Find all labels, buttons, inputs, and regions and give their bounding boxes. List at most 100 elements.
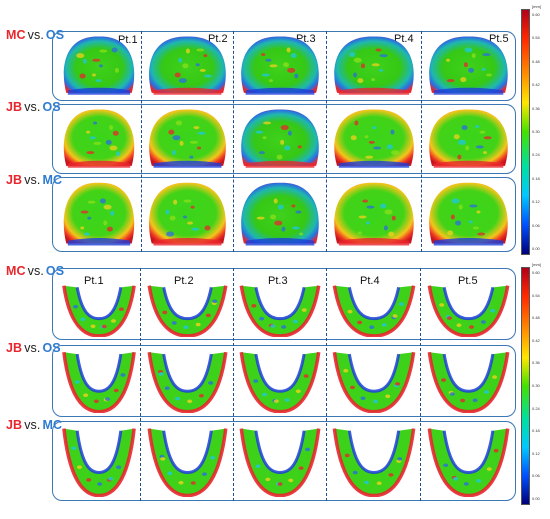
mandibular-deviation-map: [147, 428, 228, 497]
mandibular-deviation-map: [62, 428, 136, 497]
row-label-model-a: JB: [6, 100, 23, 114]
row-label-model-b: OS: [45, 28, 65, 42]
row-label-model-b: MC: [42, 173, 63, 187]
column-divider: [421, 31, 422, 252]
mandibular-deviation-map: [62, 351, 136, 413]
maxillary-deviation-map: [429, 109, 508, 168]
colorbar-tick-label: 0.24: [532, 152, 540, 158]
colorbar-tick-label: 0.48: [532, 58, 540, 64]
colorbar-tick-label: 0.30: [532, 383, 540, 388]
mandibular-deviation-map: [332, 285, 416, 337]
maxillary-deviation-map: [241, 109, 319, 168]
patient-label-4: Pt.4: [394, 33, 414, 45]
row-label-vs: vs.: [24, 173, 41, 187]
colorbar-mandibular: [521, 267, 530, 505]
mandibular-deviation-map: [332, 428, 416, 497]
maxillary-deviation-map: [334, 182, 414, 246]
mandibular-deviation-map: [147, 351, 228, 413]
colorbar-tick-label: 0.48: [532, 315, 540, 321]
colorbar-tick-label: 0.42: [532, 82, 540, 88]
row-label-mc-vs-os: MC vs. OS: [6, 264, 64, 278]
row-label-mc-vs-os: MC vs. OS: [6, 28, 64, 42]
maxillary-deviation-map: [63, 109, 135, 168]
patient-label-2: Pt.2: [208, 33, 228, 45]
colorbar-tick-label: 0.18: [532, 175, 540, 181]
row-frame-jb-vs-os-mandibular: [52, 345, 516, 417]
row-label-vs: vs.: [27, 28, 44, 42]
patient-label-1: Pt.1: [84, 275, 104, 287]
patient-label-5: Pt.5: [489, 33, 509, 45]
maxillary-deviation-map: [334, 109, 414, 168]
colorbar-unit: [mm]: [532, 4, 541, 9]
patient-label-2: Pt.2: [174, 275, 194, 287]
row-label-model-a: MC: [6, 264, 26, 278]
colorbar-unit: [mm]: [532, 262, 541, 267]
maxillary-deviation-map: [63, 36, 135, 95]
row-label-model-a: JB: [6, 173, 23, 187]
colorbar-tick-label: 0.18: [532, 428, 540, 434]
patient-label-1: Pt.1: [118, 34, 138, 46]
row-label-model-a: JB: [6, 418, 23, 432]
mandibular-deviation-map: [239, 351, 321, 413]
row-label-model-a: JB: [6, 341, 23, 355]
mandibular-deviation-map: [427, 351, 510, 413]
row-label-jb-vs-os: JB vs. OS: [6, 341, 61, 355]
row-label-model-b: MC: [42, 418, 63, 432]
colorbar-tick-label: 0.60: [532, 270, 540, 275]
patient-label-5: Pt.5: [458, 275, 478, 287]
row-label-jb-vs-mc: JB vs. MC: [6, 173, 62, 187]
row-label-vs: vs.: [24, 341, 41, 355]
maxillary-deviation-map: [334, 36, 414, 95]
mandibular-deviation-map: [62, 285, 136, 337]
row-label-model-b: OS: [45, 264, 65, 278]
colorbar-tick-label: 0.12: [532, 199, 540, 205]
mandibular-deviation-map: [239, 428, 321, 497]
colorbar-tick-label: 0.00: [532, 496, 540, 501]
colorbar-tick-label: 0.06: [532, 473, 540, 479]
row-frame-jb-vs-mc-mandibular: [52, 421, 516, 501]
column-divider: [141, 31, 142, 252]
colorbar-tick-label: 0.54: [532, 292, 540, 298]
row-label-jb-vs-os: JB vs. OS: [6, 100, 61, 114]
row-label-vs: vs.: [27, 264, 44, 278]
column-divider: [233, 268, 234, 501]
mandibular-deviation-map: [147, 285, 228, 337]
maxillary-deviation-map: [429, 182, 508, 246]
mandibular-deviation-map: [332, 351, 416, 413]
row-frame-mc-vs-os-maxillary: [52, 31, 516, 101]
maxillary-deviation-map: [63, 182, 135, 246]
column-divider: [326, 268, 327, 501]
maxillary-deviation-map: [241, 36, 319, 95]
colorbar-tick-label: 0.36: [532, 360, 540, 366]
column-divider: [233, 31, 234, 252]
colorbar-tick-label: 0.00: [532, 246, 540, 251]
maxillary-deviation-map: [429, 36, 508, 95]
colorbar-tick-label: 0.60: [532, 12, 540, 17]
row-label-model-b: OS: [42, 341, 61, 355]
mandibular-deviation-map: [239, 285, 321, 337]
maxillary-deviation-map: [241, 182, 319, 246]
row-label-model-b: OS: [42, 100, 61, 114]
row-frame-jb-vs-mc-maxillary: [52, 177, 516, 252]
patient-label-3: Pt.3: [268, 275, 288, 287]
row-frame-mc-vs-os-mandibular: [52, 268, 516, 340]
row-frame-jb-vs-os-maxillary: [52, 104, 516, 174]
colorbar-tick-label: 0.12: [532, 450, 540, 456]
row-label-model-a: MC: [6, 28, 26, 42]
column-divider: [420, 268, 421, 501]
column-divider: [326, 31, 327, 252]
row-label-jb-vs-mc: JB vs. MC: [6, 418, 62, 432]
colorbar-tick-label: 0.36: [532, 105, 540, 111]
mandibular-deviation-map: [427, 428, 510, 497]
colorbar-maxillary: [521, 9, 530, 255]
colorbar-tick-label: 0.24: [532, 405, 540, 411]
column-divider: [140, 268, 141, 501]
row-label-vs: vs.: [24, 418, 41, 432]
maxillary-deviation-map: [149, 182, 226, 246]
patient-label-4: Pt.4: [360, 275, 380, 287]
colorbar-tick-label: 0.30: [532, 129, 540, 134]
colorbar-tick-label: 0.06: [532, 222, 540, 228]
row-label-vs: vs.: [24, 100, 41, 114]
colorbar-tick-label: 0.42: [532, 337, 540, 343]
